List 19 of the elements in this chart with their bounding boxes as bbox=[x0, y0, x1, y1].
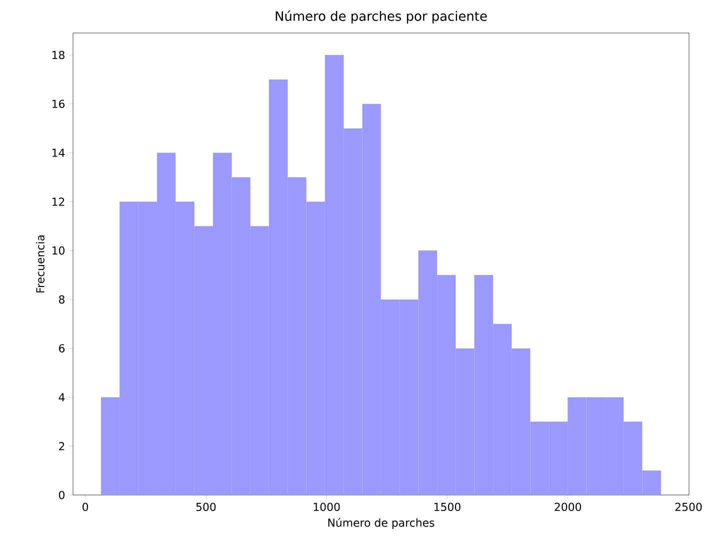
y-tick-label: 2 bbox=[59, 442, 64, 450]
y-tick-label: 4 bbox=[58, 393, 65, 402]
x-tick-label: 1000 bbox=[314, 502, 340, 512]
x-tick-label: 1500 bbox=[434, 502, 460, 512]
x-tick-label: 2000 bbox=[554, 502, 582, 512]
y-tick-label: 16 bbox=[52, 100, 65, 108]
y-tick-label: 0 bbox=[58, 490, 64, 500]
y-tick-label: 18 bbox=[52, 50, 64, 60]
y-tick-label: 14 bbox=[52, 148, 65, 157]
y-tick-label: 6 bbox=[59, 344, 65, 352]
x-tick-label: 0 bbox=[82, 502, 88, 512]
chart-title: Número de parches por paciente bbox=[276, 10, 487, 24]
x-tick-label: 2500 bbox=[675, 502, 702, 512]
x-axis-title: Número de parches bbox=[328, 518, 434, 529]
x-tick-label: 500 bbox=[196, 502, 216, 512]
y-tick-label: 10 bbox=[52, 246, 64, 255]
y-axis-title: Frecuencia bbox=[36, 236, 44, 292]
y-tick-label: 12 bbox=[52, 198, 64, 206]
y-tick-label: 8 bbox=[59, 295, 64, 304]
